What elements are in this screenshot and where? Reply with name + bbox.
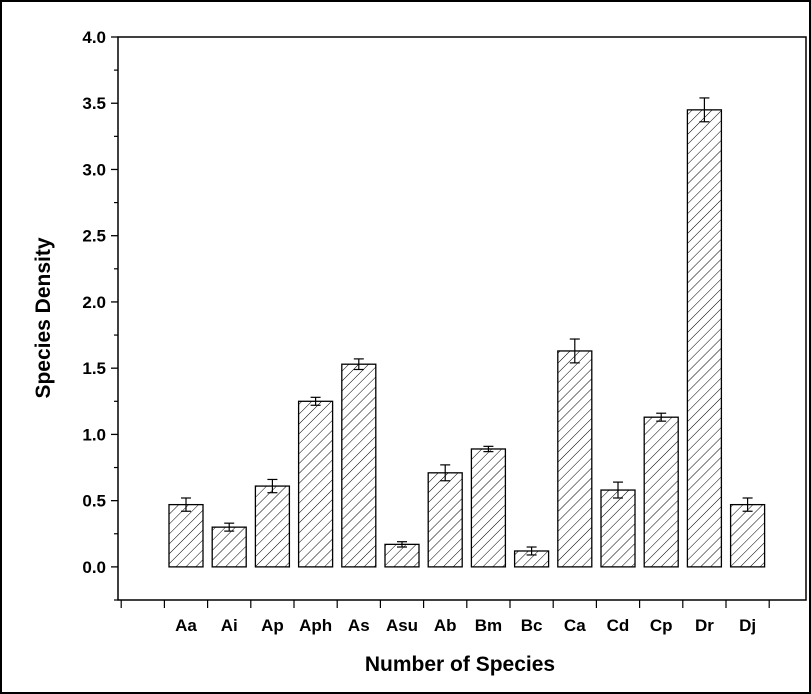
error-bar-bc <box>526 546 537 556</box>
x-tick-label-ap: Ap <box>261 616 284 635</box>
bar-asu <box>384 543 420 568</box>
x-tick-label-aa: Aa <box>175 616 197 635</box>
bar-cp <box>643 416 679 568</box>
error-bar-cd <box>613 481 623 499</box>
error-bar-bm <box>483 445 494 453</box>
plot-frame <box>117 36 807 601</box>
bar-aa <box>168 503 204 568</box>
bar-dj <box>729 503 766 568</box>
x-tick-label-bm: Bm <box>475 616 502 635</box>
bars-layer <box>168 109 766 568</box>
y-tick-label: 1.0 <box>82 425 106 444</box>
error-bar-aph <box>310 396 321 406</box>
y-tick-label: 0.0 <box>82 558 106 577</box>
error-bar-dj <box>742 497 753 512</box>
y-tick-label: 3.5 <box>82 94 106 113</box>
x-tick-label-aph: Aph <box>299 616 332 635</box>
x-tick-label-cd: Cd <box>607 616 630 635</box>
error-bar-dr <box>699 97 710 123</box>
y-axis: 0.0 0.5 1.0 1.5 2.0 2.5 3.0 3.5 4.0 <box>82 28 118 601</box>
x-tick-label-ca: Ca <box>564 616 586 635</box>
x-axis: Aa Ai Ap Aph As Asu Ab Bm Bc Ca Cd Cp Dr Dj <box>120 600 770 635</box>
x-axis-title: Number of Species <box>365 653 555 676</box>
bar-ca <box>557 350 593 568</box>
error-bar-as <box>353 358 364 371</box>
x-tick-label-ab: Ab <box>434 616 457 635</box>
bar-ab <box>427 472 463 568</box>
error-bars-layer <box>181 97 753 556</box>
error-bar-ai <box>224 522 235 532</box>
x-tick-label-ai: Ai <box>221 616 238 635</box>
x-tick-label-as: As <box>348 616 370 635</box>
y-tick-label: 2.0 <box>82 293 106 312</box>
error-bar-ap <box>267 478 278 494</box>
bar-bm <box>470 448 507 568</box>
bar-cd <box>600 489 636 568</box>
y-tick-label: 2.5 <box>82 227 106 246</box>
x-tick-label-dj: Dj <box>739 616 756 635</box>
error-bar-ab <box>440 464 451 482</box>
bar-dr <box>686 109 723 568</box>
bar-as <box>341 363 377 568</box>
y-tick-label: 0.5 <box>82 492 106 511</box>
error-bar-aa <box>181 497 191 512</box>
bar-ap <box>254 485 291 568</box>
x-tick-label-bc: Bc <box>521 616 543 635</box>
error-bar-ca <box>569 338 580 364</box>
x-tick-label-asu: Asu <box>386 616 418 635</box>
x-tick-label-cp: Cp <box>650 616 673 635</box>
bar-ai <box>211 526 247 568</box>
y-tick-label: 1.5 <box>82 359 106 378</box>
y-tick-label: 4.0 <box>82 28 106 47</box>
error-bar-cp <box>656 412 667 422</box>
y-axis-title: Species Density <box>32 237 55 398</box>
y-tick-label: 3.0 <box>82 160 106 179</box>
x-tick-label-dr: Dr <box>695 616 714 635</box>
error-bar-asu <box>397 541 407 548</box>
bar-aph <box>297 400 334 568</box>
